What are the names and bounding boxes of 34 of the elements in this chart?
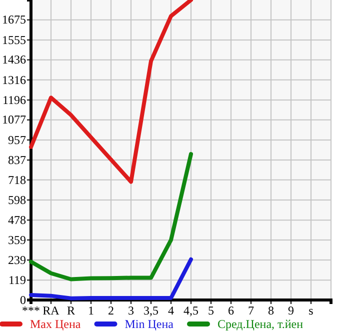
line-series [29, 0, 193, 184]
x-tick-label: 3,5 [144, 304, 158, 318]
y-tick-label: 1675 [2, 12, 26, 27]
line-series [29, 257, 193, 300]
x-tick-label: 3 [128, 304, 134, 318]
x-tick-label: 9 [288, 304, 294, 318]
x-tick-label: 6 [228, 304, 234, 318]
x-tick-label: s [308, 304, 314, 318]
x-tick-label: RA [42, 304, 60, 318]
x-tick-label: 4,5 [184, 304, 198, 318]
legend-label: Min Цена [124, 317, 174, 331]
legend-label: Max Цена [30, 317, 82, 331]
y-tick-label: 239 [8, 252, 26, 267]
y-tick-label: 119 [8, 272, 26, 287]
y-tick-label: 1436 [2, 52, 26, 67]
x-tick-label: 2 [108, 304, 114, 318]
x-tick-label: R [66, 304, 76, 318]
y-tick-label: 837 [8, 152, 26, 167]
y-tick-label: 598 [8, 192, 26, 207]
legend-label: Сред.Цена, т.йен [218, 317, 304, 331]
y-tick-label: 1196 [2, 92, 26, 107]
x-tick-label: 5 [208, 304, 214, 318]
y-tick-label: 1555 [2, 32, 26, 47]
y-tick-label: 1077 [2, 112, 26, 127]
x-tick-label: 7 [248, 304, 254, 318]
x-tick-label: 8 [268, 304, 274, 318]
y-tick-label: 1316 [2, 72, 26, 87]
y-tick-label: 957 [8, 132, 26, 147]
y-tick-label: 718 [8, 172, 26, 187]
x-tick-label: 1 [88, 304, 94, 318]
y-tick-label: 359 [8, 232, 26, 247]
x-tick-label: 4 [168, 304, 174, 318]
line-series [29, 152, 193, 282]
y-tick-label: 478 [8, 212, 26, 227]
